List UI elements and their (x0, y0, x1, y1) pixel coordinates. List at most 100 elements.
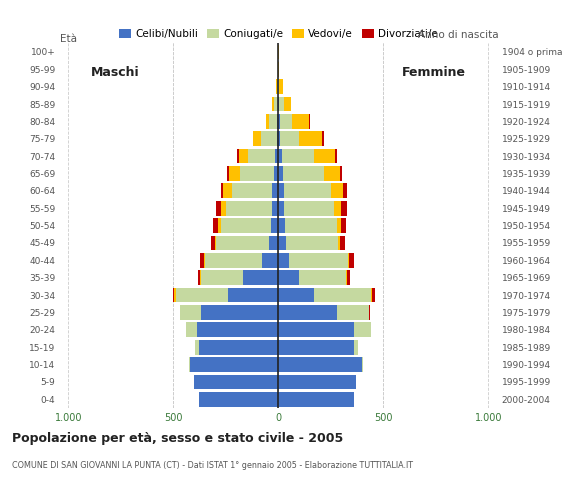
Bar (213, 218, 218, 233)
Bar (343, 183, 347, 198)
Text: Maschi: Maschi (91, 66, 140, 79)
Bar (314, 288, 371, 302)
Bar (218, 218, 220, 233)
Bar (299, 132, 322, 146)
Bar (284, 183, 331, 198)
Bar (278, 392, 354, 407)
Bar (278, 374, 356, 389)
Bar (347, 253, 349, 268)
Bar (278, 62, 280, 77)
Legend: Celibi/Nubili, Coniugati/e, Vedovi/e, Divorziati/e: Celibi/Nubili, Coniugati/e, Vedovi/e, Di… (115, 24, 442, 43)
Bar (284, 96, 291, 111)
Bar (278, 132, 281, 146)
Bar (335, 149, 337, 164)
Text: Popolazione per età, sesso e stato civile - 2005: Popolazione per età, sesso e stato civil… (12, 432, 343, 445)
Bar (278, 96, 280, 111)
Bar (220, 183, 223, 198)
Bar (371, 288, 372, 302)
Bar (271, 218, 278, 233)
Bar (278, 166, 282, 181)
Bar (220, 201, 226, 216)
Bar (197, 323, 278, 337)
Bar (362, 357, 364, 372)
Bar (284, 201, 334, 216)
Bar (198, 340, 278, 355)
Bar (354, 323, 371, 337)
Bar (276, 149, 278, 164)
Bar (272, 96, 274, 111)
Bar (314, 149, 335, 164)
Bar (216, 201, 220, 216)
Bar (338, 236, 340, 251)
Bar (175, 288, 176, 302)
Bar (198, 392, 278, 407)
Bar (354, 340, 358, 355)
Bar (299, 270, 346, 285)
Bar (198, 270, 200, 285)
Bar (292, 114, 309, 129)
Bar (278, 357, 362, 372)
Bar (180, 305, 201, 320)
Bar (229, 166, 240, 181)
Bar (281, 149, 314, 164)
Bar (269, 236, 278, 251)
Bar (211, 236, 215, 251)
Bar (285, 218, 337, 233)
Bar (337, 218, 342, 233)
Bar (272, 183, 278, 198)
Bar (201, 270, 242, 285)
Bar (278, 114, 281, 129)
Bar (278, 288, 314, 302)
Bar (190, 357, 278, 372)
Bar (309, 114, 310, 129)
Bar (278, 218, 285, 233)
Bar (248, 149, 276, 164)
Bar (278, 253, 289, 268)
Bar (289, 253, 347, 268)
Bar (240, 166, 274, 181)
Bar (278, 201, 284, 216)
Bar (337, 305, 369, 320)
Bar (346, 270, 347, 285)
Bar (278, 236, 286, 251)
Bar (242, 270, 278, 285)
Bar (173, 288, 175, 302)
Bar (223, 183, 232, 198)
Bar (176, 288, 228, 302)
Bar (195, 340, 198, 355)
Bar (232, 183, 272, 198)
Bar (278, 340, 354, 355)
Bar (274, 166, 278, 181)
Bar (280, 79, 282, 94)
Text: Femmine: Femmine (402, 66, 466, 79)
Bar (277, 114, 278, 129)
Bar (280, 96, 284, 111)
Bar (334, 201, 342, 216)
Bar (237, 149, 238, 164)
Bar (347, 270, 350, 285)
Bar (220, 218, 271, 233)
Bar (322, 132, 324, 146)
Bar (342, 201, 347, 216)
Text: COMUNE DI SAN GIOVANNI LA PUNTA (CT) - Dati ISTAT 1° gennaio 2005 - Elaborazione: COMUNE DI SAN GIOVANNI LA PUNTA (CT) - D… (12, 461, 412, 470)
Bar (226, 201, 272, 216)
Text: Anno di nascita: Anno di nascita (418, 30, 499, 39)
Bar (340, 236, 345, 251)
Bar (201, 305, 278, 320)
Bar (227, 166, 229, 181)
Bar (200, 253, 204, 268)
Bar (262, 253, 278, 268)
Bar (215, 236, 216, 251)
Bar (200, 270, 201, 285)
Bar (266, 114, 269, 129)
Bar (340, 166, 342, 181)
Bar (238, 149, 248, 164)
Bar (277, 79, 278, 94)
Bar (189, 357, 190, 372)
Bar (277, 132, 278, 146)
Bar (253, 132, 260, 146)
Bar (274, 96, 278, 111)
Bar (372, 288, 375, 302)
Bar (286, 236, 338, 251)
Bar (272, 201, 278, 216)
